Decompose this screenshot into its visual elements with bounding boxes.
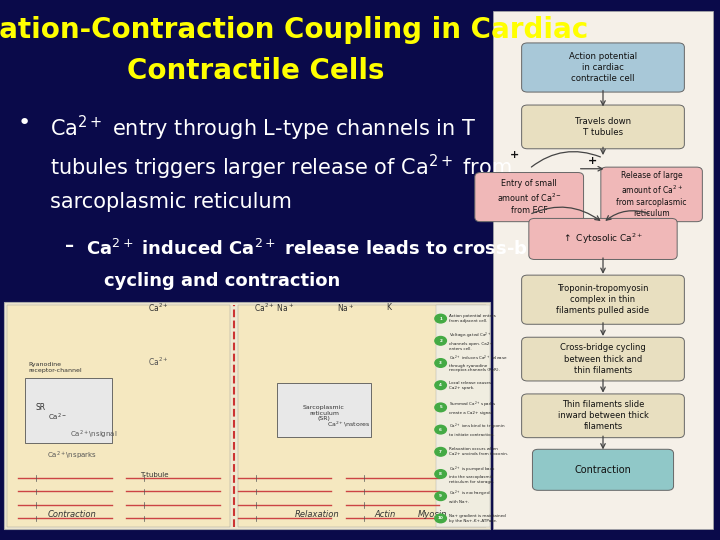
Text: Summed Ca$^{2+}$ sparks
create a Ca2+ signal.: Summed Ca$^{2+}$ sparks create a Ca2+ si…	[449, 400, 496, 415]
FancyBboxPatch shape	[277, 383, 371, 437]
FancyBboxPatch shape	[528, 219, 678, 260]
Text: cycling and contraction: cycling and contraction	[104, 272, 341, 290]
Circle shape	[435, 448, 446, 456]
Circle shape	[435, 359, 446, 367]
Text: Sarcoplasmic
reticulum
(SR): Sarcoplasmic reticulum (SR)	[303, 405, 345, 421]
FancyBboxPatch shape	[521, 275, 684, 324]
Text: Ca$^{2+}$ entry through L-type channels in T: Ca$^{2+}$ entry through L-type channels …	[50, 113, 477, 143]
Text: Na$^+$: Na$^+$	[337, 302, 354, 314]
Text: Ca$^{2+}$ ions bind to troponin
to initiate contraction.: Ca$^{2+}$ ions bind to troponin to initi…	[449, 422, 505, 437]
Text: Contractile Cells: Contractile Cells	[127, 57, 384, 85]
Text: Ca$^{2+}$ Na$^+$: Ca$^{2+}$ Na$^+$	[253, 302, 294, 314]
FancyBboxPatch shape	[7, 305, 230, 526]
Circle shape	[435, 403, 446, 411]
Text: Ca$^{2+}$ is exchanged
with Na+.: Ca$^{2+}$ is exchanged with Na+.	[449, 489, 490, 504]
FancyBboxPatch shape	[238, 305, 486, 526]
Text: 1: 1	[439, 316, 442, 321]
Text: K: K	[387, 303, 391, 312]
Text: Ca$^{2+}$\nsignal: Ca$^{2+}$\nsignal	[70, 429, 117, 441]
Text: Action potential enters
from adjacent cell.: Action potential enters from adjacent ce…	[449, 314, 495, 323]
Text: Ca$^{2+}$: Ca$^{2+}$	[148, 302, 168, 314]
Text: Ca$^{2+}$ is pumped back
into the sarcoplasmic
reticulum for storage.: Ca$^{2+}$ is pumped back into the sarcop…	[449, 464, 495, 484]
Text: Ca$^{2+}$\nsparks: Ca$^{2+}$\nsparks	[47, 450, 97, 462]
Text: Troponin-tropomyosin
complex in thin
filaments pulled aside: Troponin-tropomyosin complex in thin fil…	[557, 284, 649, 315]
Text: 8: 8	[439, 472, 442, 476]
FancyBboxPatch shape	[521, 337, 684, 381]
Text: SR: SR	[36, 403, 46, 412]
Text: –: –	[65, 237, 74, 255]
Text: Relaxation occurs when
Ca2+ uncinds from troconin.: Relaxation occurs when Ca2+ uncinds from…	[449, 448, 508, 456]
Circle shape	[435, 336, 446, 345]
Circle shape	[435, 492, 446, 501]
Text: Local release causes
Ca2+ spark.: Local release causes Ca2+ spark.	[449, 381, 490, 389]
Text: Action potential
in cardiac
contractile cell: Action potential in cardiac contractile …	[569, 52, 637, 83]
FancyBboxPatch shape	[521, 105, 684, 148]
Text: Release of large
amount of Ca$^{2+}$
from sarcoplasmic
reticulum: Release of large amount of Ca$^{2+}$ fro…	[616, 171, 687, 218]
Text: 7: 7	[439, 450, 442, 454]
Text: Ca$^{2+}$\nstores: Ca$^{2+}$\nstores	[328, 419, 371, 429]
Circle shape	[435, 314, 446, 323]
Text: +: +	[588, 156, 597, 166]
FancyBboxPatch shape	[4, 302, 490, 529]
Circle shape	[435, 426, 446, 434]
Text: tubules triggers larger release of Ca$^{2+}$ from: tubules triggers larger release of Ca$^{…	[50, 153, 512, 182]
Text: 3: 3	[439, 361, 442, 365]
FancyBboxPatch shape	[25, 378, 112, 443]
Text: T-tubule: T-tubule	[140, 472, 169, 478]
FancyBboxPatch shape	[601, 167, 703, 221]
Text: 2: 2	[439, 339, 442, 343]
Text: 6: 6	[439, 428, 442, 431]
Circle shape	[435, 470, 446, 478]
FancyBboxPatch shape	[475, 173, 583, 221]
Text: Voltage-gated Ca$^{2+}$
channels open. Ca2+
enters cell.: Voltage-gated Ca$^{2+}$ channels open. C…	[449, 331, 492, 350]
Text: sarcoplasmic reticulum: sarcoplasmic reticulum	[50, 192, 292, 212]
Text: $\uparrow$ Cytosolic Ca$^{2+}$: $\uparrow$ Cytosolic Ca$^{2+}$	[562, 232, 644, 246]
Text: Excitation-Contraction Coupling in Cardiac: Excitation-Contraction Coupling in Cardi…	[0, 16, 588, 44]
Text: Ca$^{2-}$: Ca$^{2-}$	[48, 411, 67, 422]
FancyBboxPatch shape	[521, 43, 684, 92]
FancyBboxPatch shape	[521, 394, 684, 437]
Text: Contraction: Contraction	[48, 510, 96, 519]
Text: •: •	[18, 113, 31, 133]
FancyBboxPatch shape	[493, 11, 713, 529]
FancyBboxPatch shape	[436, 305, 490, 526]
Text: 4: 4	[439, 383, 442, 387]
Text: Travels down
T tubules: Travels down T tubules	[575, 117, 631, 137]
Text: Ca$^{2+}$ induces Ca$^{2+}$ release
through ryanodine
receptor-channels (RyR).: Ca$^{2+}$ induces Ca$^{2+}$ release thro…	[449, 354, 507, 372]
Circle shape	[435, 514, 446, 523]
Text: +: +	[510, 150, 519, 160]
Text: Ryanodine
receptor-channel: Ryanodine receptor-channel	[29, 362, 82, 373]
Text: Thin filaments slide
inward between thick
filaments: Thin filaments slide inward between thic…	[557, 400, 649, 431]
Text: Cross-bridge cycling
between thick and
thin filaments: Cross-bridge cycling between thick and t…	[560, 343, 646, 375]
Text: 10: 10	[438, 516, 444, 521]
Text: Ca$^{2+}$: Ca$^{2+}$	[148, 356, 168, 368]
Circle shape	[435, 381, 446, 389]
Text: Contraction: Contraction	[575, 465, 631, 475]
Text: 5: 5	[439, 406, 442, 409]
Text: Actin: Actin	[374, 510, 396, 519]
Text: Na+ gradient is maintained
by the Na+-K+-ATPase.: Na+ gradient is maintained by the Na+-K+…	[449, 514, 505, 523]
Text: Entry of small
amount of Ca$^{2-}$
from ECF: Entry of small amount of Ca$^{2-}$ from …	[497, 179, 562, 215]
Text: Myosin: Myosin	[418, 510, 446, 519]
Text: 9: 9	[439, 494, 442, 498]
FancyBboxPatch shape	[533, 449, 674, 490]
Text: Relaxation: Relaxation	[294, 510, 339, 519]
Text: Ca$^{2+}$ induced Ca$^{2+}$ release leads to cross-bridge: Ca$^{2+}$ induced Ca$^{2+}$ release lead…	[86, 237, 581, 261]
